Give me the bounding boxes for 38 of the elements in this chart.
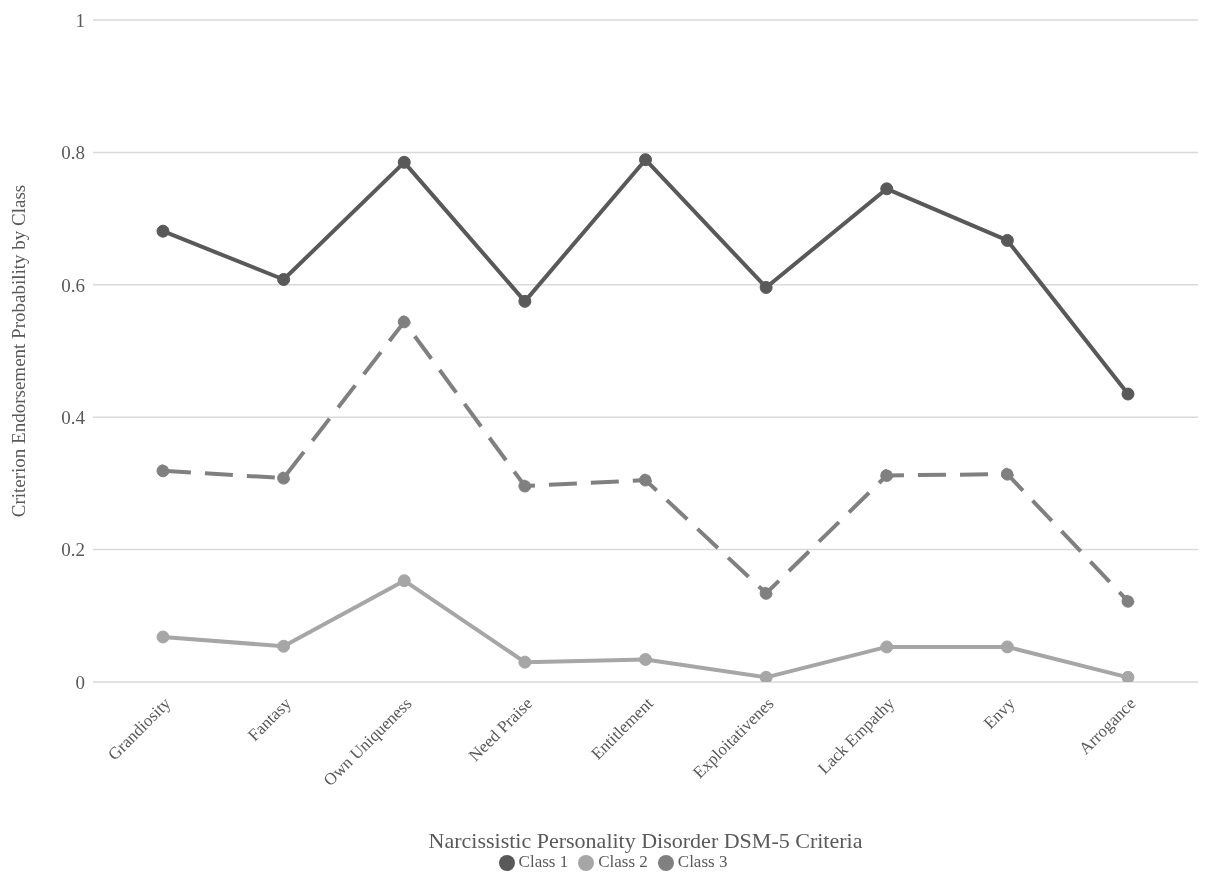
- point: [1000, 640, 1014, 654]
- y-tick-label: 0.2: [61, 539, 85, 561]
- point: [759, 586, 773, 600]
- point: [639, 652, 652, 666]
- point: [880, 640, 894, 654]
- point: [277, 471, 291, 485]
- y-tick-label: 1: [75, 9, 85, 31]
- point: [759, 670, 773, 682]
- point: [639, 473, 652, 487]
- point: [518, 294, 532, 308]
- point: [1000, 467, 1014, 481]
- y-tick-label: 0.4: [61, 406, 86, 428]
- point: [1121, 594, 1135, 608]
- point: [518, 479, 532, 493]
- point: [1121, 387, 1135, 401]
- legend-label: Class 2: [598, 852, 648, 871]
- point: [277, 273, 291, 286]
- point: [397, 574, 411, 588]
- point: [1121, 670, 1135, 682]
- point: [277, 639, 291, 653]
- point: [397, 155, 411, 169]
- point: [759, 280, 773, 294]
- y-tick-label: 0: [75, 671, 85, 693]
- y-tick-label: 0.6: [61, 274, 85, 296]
- point: [1000, 233, 1014, 247]
- legend-label: Class 3: [677, 852, 728, 871]
- point: [518, 655, 532, 669]
- point: [639, 153, 652, 167]
- point: [156, 464, 170, 478]
- point: [880, 468, 894, 482]
- y-axis-title: Criterion Endorsement Probability by Class: [7, 184, 29, 518]
- y-tick-label: 0.8: [61, 142, 85, 164]
- point: [880, 182, 894, 196]
- legend-label: Class 1: [518, 852, 569, 871]
- x-axis-title: Narcissistic Personality Disorder DSM-5 Criteria: [428, 828, 863, 853]
- point: [156, 630, 170, 644]
- point: [397, 315, 411, 329]
- point: [156, 224, 170, 238]
